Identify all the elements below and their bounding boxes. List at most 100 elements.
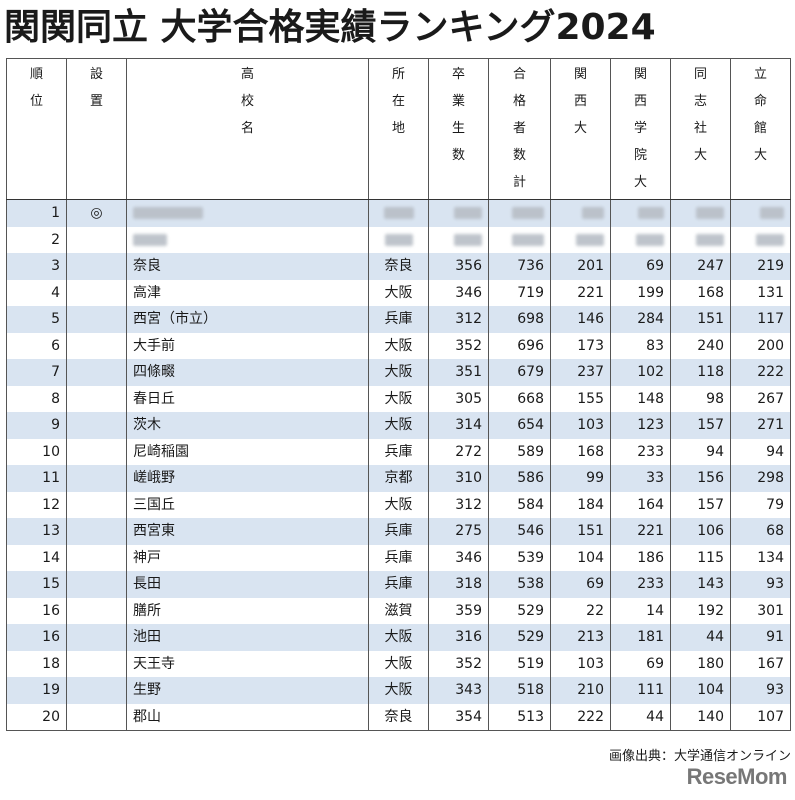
redacted-block: [133, 233, 167, 246]
page-title: 関関同立 大学合格実績ランキング2024: [4, 7, 656, 48]
established-cell: [66, 359, 127, 386]
header-char: 業: [451, 94, 465, 109]
rank-cell: 13: [6, 518, 67, 545]
rank-cell: 15: [6, 571, 67, 598]
ranking-table: 順位 設置 高校名 所在地 卒業生数 合格者数計 関西大 関西学院大 同志社大 …: [6, 58, 791, 731]
established-cell: [66, 571, 127, 598]
rank-cell: 20: [6, 703, 67, 731]
header-char: 関: [573, 67, 587, 82]
ritsumeikan-cell: 93: [730, 677, 791, 704]
table-row: 10 尼崎稲園 兵庫 272 589 168 233 94 94: [6, 438, 791, 465]
doshisha-cell: 106: [670, 518, 731, 545]
passers-total-cell: 546: [488, 518, 551, 545]
header-char: 在: [391, 94, 405, 109]
passers-total-cell: 696: [488, 332, 551, 359]
passers-total-cell: 719: [488, 279, 551, 306]
graduates-cell: 314: [428, 412, 489, 439]
kansai-cell: 168: [550, 438, 611, 465]
table-row: 11 嵯峨野 京都 310 586 99 33 156 298: [6, 465, 791, 492]
established-cell: [66, 412, 127, 439]
rank-cell: 11: [6, 465, 67, 492]
table-row: 16 池田 大阪 316 529 213 181 44 91: [6, 624, 791, 651]
ritsumeikan-cell: 271: [730, 412, 791, 439]
doshisha-cell: 140: [670, 703, 731, 731]
rank-cell: 4: [6, 279, 67, 306]
rank-cell: 10: [6, 438, 67, 465]
header-char: 院: [633, 148, 647, 163]
rank-cell: 14: [6, 544, 67, 571]
redacted-block: [636, 233, 664, 246]
kansai-cell: 69: [550, 571, 611, 598]
header-school: 高校名: [126, 58, 369, 200]
redacted-block: [512, 207, 544, 220]
kwansei-cell: 44: [610, 703, 671, 731]
established-cell: [66, 677, 127, 704]
kwansei-cell: 123: [610, 412, 671, 439]
header-char: 格: [512, 94, 526, 109]
established-cell: [66, 253, 127, 280]
redacted-block: [582, 207, 604, 220]
established-cell: [66, 518, 127, 545]
doshisha-cell: 168: [670, 279, 731, 306]
header-char: 生: [451, 121, 465, 136]
school-name-cell: 三国丘: [126, 491, 369, 518]
header-char: 館: [753, 121, 767, 136]
graduates-cell: 352: [428, 650, 489, 677]
location-cell: 大阪: [368, 624, 429, 651]
kwansei-cell: 233: [610, 438, 671, 465]
table-row: 4 高津 大阪 346 719 221 199 168 131: [6, 279, 791, 306]
header-char: 者: [512, 121, 526, 136]
location-cell: 大阪: [368, 332, 429, 359]
ritsumeikan-cell: 117: [730, 306, 791, 333]
header-char: 名: [240, 121, 254, 136]
rank-cell: 16: [6, 624, 67, 651]
graduates-cell: 346: [428, 279, 489, 306]
kwansei-cell: 164: [610, 491, 671, 518]
kansai-cell: 22: [550, 597, 611, 624]
location-cell: 大阪: [368, 677, 429, 704]
location-cell: [368, 199, 429, 227]
kansai-cell: 201: [550, 253, 611, 280]
rank-cell: 12: [6, 491, 67, 518]
established-cell: [66, 438, 127, 465]
kansai-cell: [550, 199, 611, 227]
graduates-cell: 272: [428, 438, 489, 465]
school-name-cell: 奈良: [126, 253, 369, 280]
table-row: 19 生野 大阪 343 518 210 111 104 93: [6, 677, 791, 704]
header-char: 大: [753, 148, 767, 163]
header-char: 順: [29, 67, 43, 82]
kansai-cell: 213: [550, 624, 611, 651]
table-row: 5 西宮（市立） 兵庫 312 698 146 284 151 117: [6, 306, 791, 333]
school-name-cell: 大手前: [126, 332, 369, 359]
established-cell: [66, 385, 127, 412]
kansai-cell: 222: [550, 703, 611, 731]
ritsumeikan-cell: 200: [730, 332, 791, 359]
graduates-cell: 352: [428, 332, 489, 359]
established-cell: [66, 544, 127, 571]
school-name-cell: 春日丘: [126, 385, 369, 412]
kwansei-cell: 233: [610, 571, 671, 598]
ranking-body: 1 ◎ 2 3 奈良 奈良 356 736 201 69 247 219 4 高津 大阪 346 719 221 1…: [6, 199, 791, 731]
kwansei-cell: 102: [610, 359, 671, 386]
school-name-cell: 長田: [126, 571, 369, 598]
header-char: 所: [391, 67, 405, 82]
kwansei-cell: [610, 226, 671, 253]
passers-total-cell: 586: [488, 465, 551, 492]
graduates-cell: 316: [428, 624, 489, 651]
header-char: 大: [573, 121, 587, 136]
header-char: 西: [633, 94, 647, 109]
header-char: 位: [29, 94, 43, 109]
school-name-cell: 尼崎稲園: [126, 438, 369, 465]
graduates-cell: 310: [428, 465, 489, 492]
location-cell: 奈良: [368, 253, 429, 280]
redacted-block: [384, 233, 413, 246]
passers-total-cell: 519: [488, 650, 551, 677]
ritsumeikan-cell: 68: [730, 518, 791, 545]
header-char: 社: [693, 121, 707, 136]
kwansei-cell: 111: [610, 677, 671, 704]
school-name-cell: 膳所: [126, 597, 369, 624]
redacted-block: [454, 207, 482, 220]
header-char: 命: [753, 94, 767, 109]
location-cell: [368, 226, 429, 253]
table-row: 15 長田 兵庫 318 538 69 233 143 93: [6, 571, 791, 598]
